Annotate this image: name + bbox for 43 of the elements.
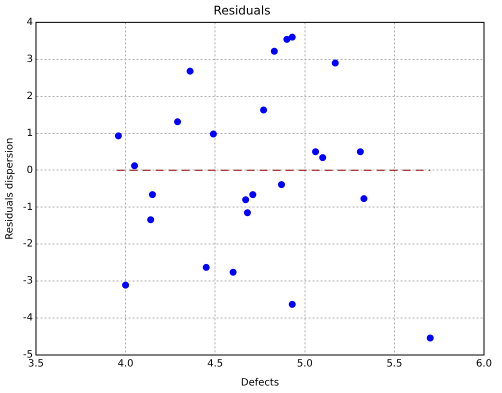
point xyxy=(244,209,251,216)
point xyxy=(186,68,194,75)
y-tick-label: 4 xyxy=(26,16,33,28)
x-tick-label: 3.5 xyxy=(28,358,44,370)
point xyxy=(131,162,138,170)
y-tick-label: -2 xyxy=(22,238,33,250)
point xyxy=(360,195,368,202)
y-tick-label: -4 xyxy=(22,312,33,324)
point xyxy=(356,148,364,156)
x-tick-label: 5.0 xyxy=(296,358,313,370)
point xyxy=(202,264,210,271)
point xyxy=(312,148,320,156)
point xyxy=(332,60,339,67)
point xyxy=(278,181,285,188)
x-tick-label: 4.0 xyxy=(118,358,134,370)
point xyxy=(242,196,250,204)
y-tick-label: 2 xyxy=(26,90,33,102)
y-tick-label: -3 xyxy=(22,276,33,287)
point xyxy=(319,154,326,162)
point xyxy=(260,106,268,114)
y-tick-label: 3 xyxy=(26,54,33,65)
y-axis-title: Residuals dispersion xyxy=(4,138,16,240)
point xyxy=(249,191,256,198)
y-tick-label: -1 xyxy=(22,202,33,213)
x-tick-label: 6.0 xyxy=(476,358,492,370)
point xyxy=(114,132,122,140)
point xyxy=(122,282,130,289)
point xyxy=(148,191,156,198)
x-axis-title: Defects xyxy=(240,378,280,389)
point xyxy=(288,300,296,308)
x-tick-label: 5.5 xyxy=(386,358,402,370)
y-tick-label: 0 xyxy=(26,164,33,176)
point xyxy=(288,34,296,41)
x-tick-label: 4.5 xyxy=(207,358,224,370)
chart-title: Residuals xyxy=(214,3,270,18)
point xyxy=(230,268,237,276)
point xyxy=(283,36,290,43)
y-tick-label: 1 xyxy=(26,128,33,139)
point xyxy=(147,216,154,224)
point xyxy=(174,118,182,126)
point xyxy=(270,48,278,55)
point xyxy=(426,334,434,342)
point xyxy=(210,130,217,138)
